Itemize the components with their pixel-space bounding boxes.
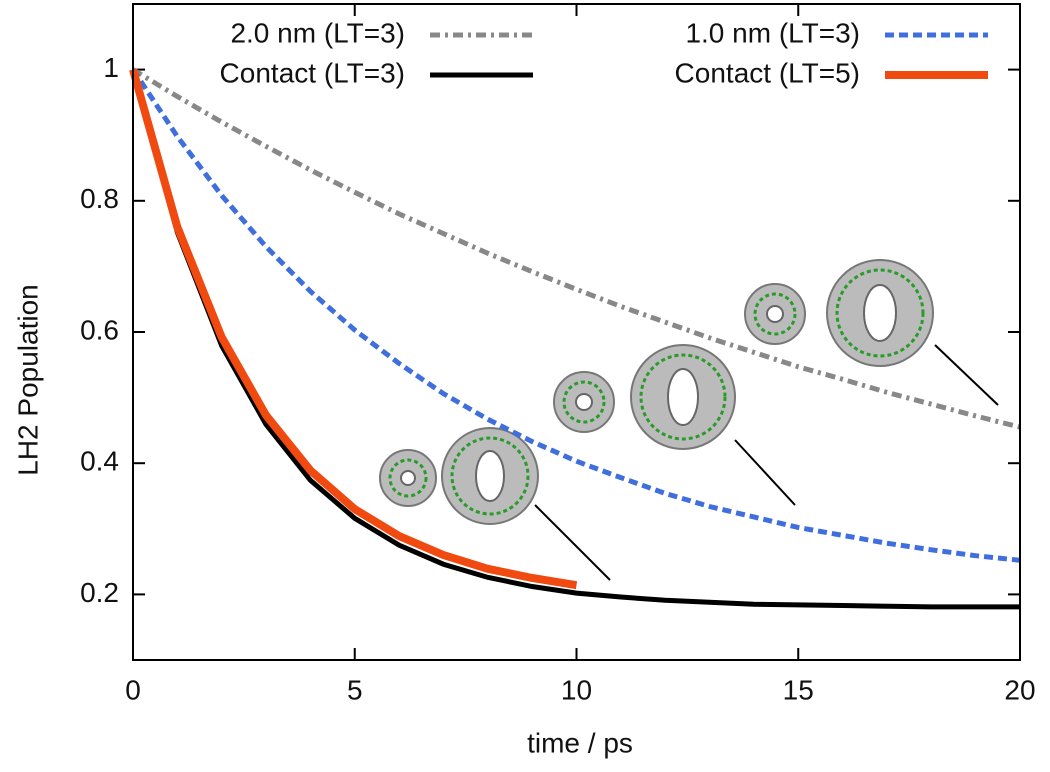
legend-label: Contact (LT=5) [675, 57, 860, 88]
plot-frame [132, 3, 1021, 661]
molecule-illustrations [379, 259, 999, 581]
y-tick-label: 0.6 [80, 314, 119, 345]
x-tick-label: 15 [783, 674, 814, 705]
series-line [130, 68, 1020, 610]
y-axis-label: LH2 Population [12, 284, 43, 475]
x-tick-label: 10 [561, 674, 592, 705]
legend-label: Contact (LT=3) [220, 57, 405, 88]
legend-label: 2.0 nm (LT=3) [230, 17, 405, 48]
series-line [129, 68, 578, 590]
y-tick-label: 1 [103, 52, 119, 83]
series-line [131, 67, 1021, 430]
y-tick-label: 0.8 [80, 183, 119, 214]
series-line [130, 68, 1021, 563]
x-axis-label: time / ps [527, 727, 633, 758]
legend-label: 1.0 nm (LT=3) [685, 17, 860, 48]
x-tick-label: 5 [347, 674, 363, 705]
y-tick-label: 0.2 [80, 577, 119, 608]
x-tick-label: 0 [125, 674, 141, 705]
y-tick-label: 0.4 [80, 446, 119, 477]
x-tick-label: 20 [1004, 674, 1035, 705]
